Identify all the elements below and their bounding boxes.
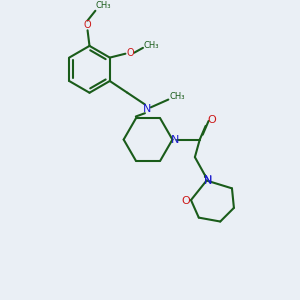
Text: CH₃: CH₃ (143, 41, 158, 50)
Text: O: O (84, 20, 92, 30)
Text: O: O (127, 48, 134, 58)
Text: CH₃: CH₃ (95, 2, 111, 10)
Text: O: O (207, 115, 216, 125)
Text: N: N (203, 176, 212, 185)
Text: O: O (182, 196, 190, 206)
Text: N: N (143, 104, 151, 114)
Text: CH₃: CH₃ (169, 92, 185, 101)
Text: N: N (171, 135, 180, 145)
Text: N: N (203, 175, 212, 184)
